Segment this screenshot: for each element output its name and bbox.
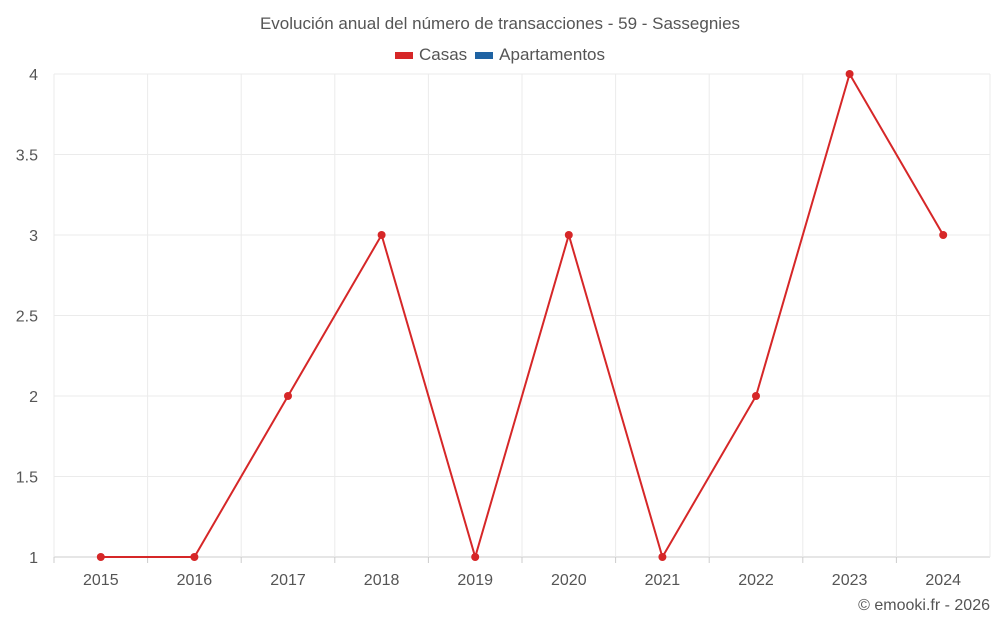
- legend-label-apartamentos: Apartamentos: [499, 45, 606, 64]
- data-point: [658, 553, 667, 561]
- legend-item-apartamentos[interactable]: Apartamentos: [475, 45, 605, 65]
- x-tick-label: 2020: [551, 572, 587, 589]
- data-point: [471, 553, 480, 561]
- credit-text: © emooki.fr - 2026: [858, 597, 990, 614]
- y-tick-label: 3: [29, 228, 38, 245]
- data-point: [96, 553, 105, 561]
- y-tick-label: 3.5: [16, 148, 38, 165]
- x-tick-label: 2022: [738, 572, 774, 589]
- x-tick-label: 2021: [645, 572, 681, 589]
- y-tick-label: 2: [29, 389, 38, 406]
- legend-swatch-casas: [394, 51, 413, 59]
- data-point: [939, 231, 948, 239]
- series-line-casas: [100, 71, 945, 561]
- x-tick-label: 2019: [457, 572, 493, 589]
- legend: Casas Apartamentos: [0, 45, 1000, 65]
- x-tick-label: 2018: [364, 572, 400, 589]
- legend-item-casas[interactable]: Casas: [394, 45, 468, 65]
- data-point: [752, 392, 760, 400]
- x-tick-label: 2016: [177, 572, 213, 589]
- x-tick-label: 2024: [925, 572, 961, 589]
- legend-swatch-apartamentos: [475, 51, 494, 59]
- data-point: [564, 231, 573, 239]
- chart-title: Evolución anual del número de transaccio…: [259, 14, 741, 33]
- x-tick-label: 2015: [83, 572, 119, 589]
- y-tick-label: 4: [29, 67, 38, 84]
- y-tick-label: 1.5: [16, 470, 38, 487]
- data-point: [377, 231, 386, 239]
- y-tick-label: 1: [29, 550, 38, 567]
- x-tick-label: 2017: [270, 572, 306, 589]
- legend-label-casas: Casas: [418, 45, 468, 64]
- data-point: [190, 553, 199, 561]
- x-tick-label: 2023: [832, 572, 868, 589]
- data-point: [284, 392, 292, 400]
- data-point: [845, 70, 854, 78]
- y-tick-label: 2.5: [16, 309, 38, 326]
